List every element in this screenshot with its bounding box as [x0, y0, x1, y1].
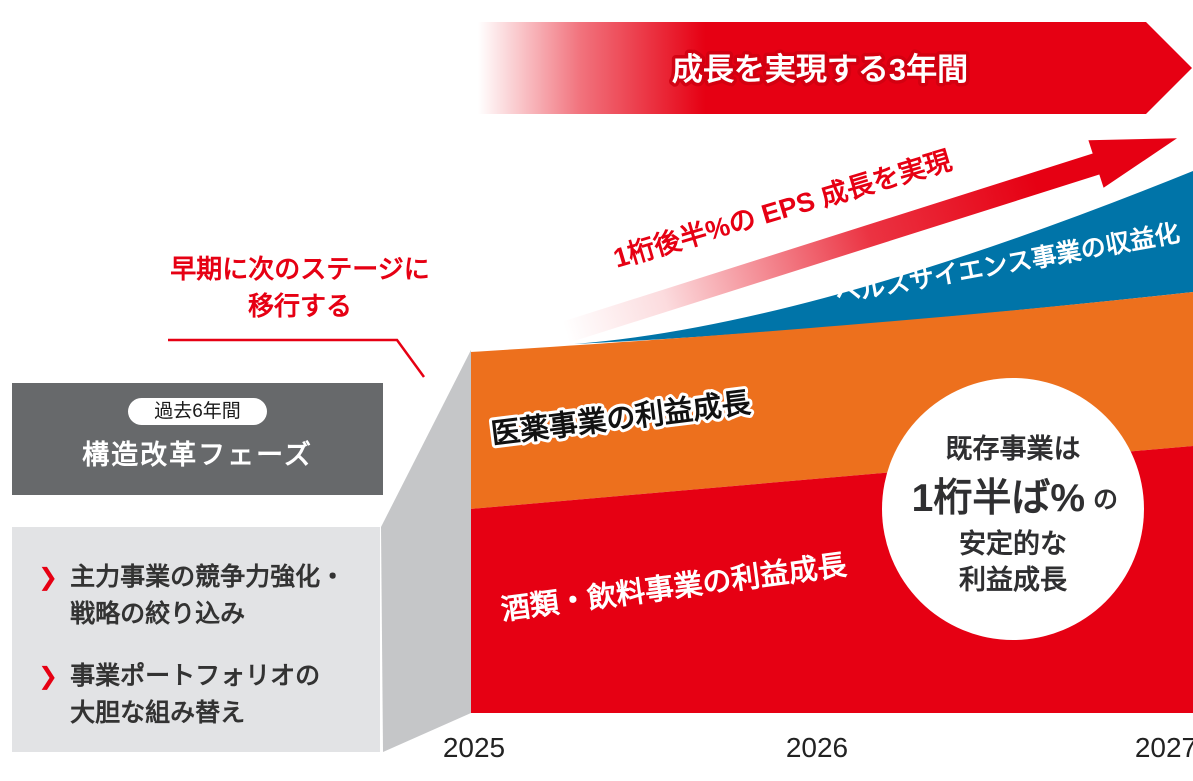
callout-line2: 移行する: [247, 291, 352, 321]
year-label-2027: 2027: [1135, 732, 1193, 763]
circle-suffix: の: [1093, 486, 1118, 514]
bullet2-line2: 大胆な組み替え: [70, 699, 246, 727]
list-item: ❯ 事業ポートフォリオの 大胆な組み替え: [38, 658, 380, 732]
past-phase-box: 過去6年間 構造改革フェーズ: [12, 383, 383, 495]
past-phase-details-box: ❯ 主力事業の競争力強化・ 戦略の絞り込み ❯ 事業ポートフォリオの 大胆な組み…: [12, 527, 380, 752]
circle-line3: 利益成長: [959, 565, 1068, 595]
growth-arrow-icon: [559, 138, 1177, 344]
existing-business-circle: [882, 378, 1144, 640]
year-label-2025: 2025: [443, 732, 505, 763]
bullet1-line1: 主力事業の競争力強化・: [70, 563, 346, 591]
bullet2-line1: 事業ポートフォリオの: [70, 662, 321, 690]
callout-line1: 早期に次のステージに: [170, 254, 430, 284]
banner-arrow-shape: [478, 22, 1192, 114]
health-science-band: [574, 171, 1193, 344]
chevron-right-icon: ❯: [38, 564, 59, 591]
year-label-2026: 2026: [786, 732, 848, 763]
past-phase-title: 構造改革フェーズ: [82, 440, 313, 470]
bullet-text: 事業ポートフォリオの 大胆な組み替え: [70, 658, 320, 732]
circle-line1: 既存事業は: [946, 434, 1081, 464]
list-item: ❯ 主力事業の競争力強化・ 戦略の絞り込み: [38, 559, 380, 633]
bullet1-line2: 戦略の絞り込み: [70, 600, 246, 628]
perspective-connector: [381, 350, 471, 752]
bullet-text: 主力事業の競争力強化・ 戦略の絞り込み: [70, 559, 345, 633]
circle-highlight: 1桁半ば%: [912, 477, 1085, 520]
chevron-right-icon: ❯: [38, 663, 59, 690]
circle-line2: 安定的な: [959, 528, 1067, 559]
past-phase-badge: 過去6年間: [128, 398, 267, 425]
callout-pointer-line: [168, 338, 426, 378]
stage-transition-callout: 早期に次のステージに 移行する: [150, 251, 450, 325]
banner-title: 成長を実現する3年間: [672, 52, 968, 87]
